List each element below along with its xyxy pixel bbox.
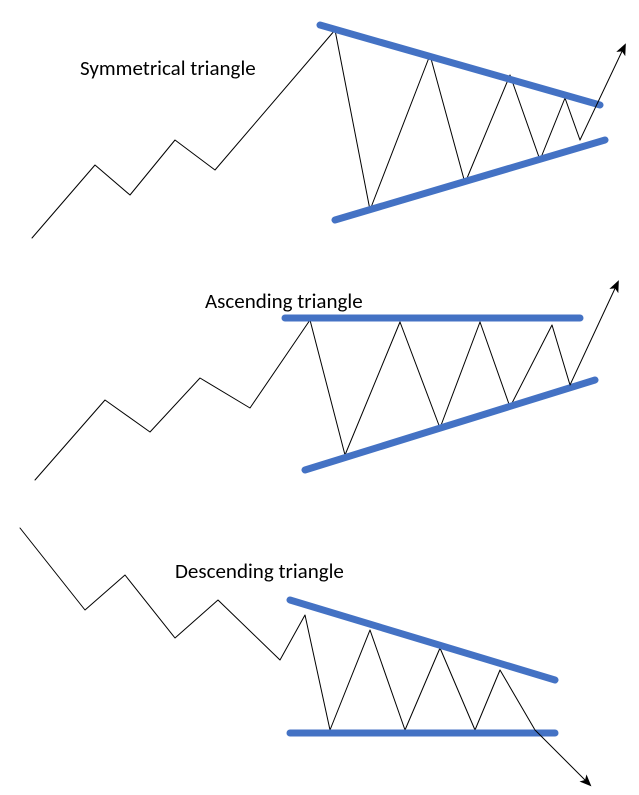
symmetrical-triangle-label: Symmetrical triangle xyxy=(80,55,256,81)
symmetrical-trendline-0 xyxy=(320,25,600,105)
ascending-triangle-label: Ascending triangle xyxy=(205,288,363,314)
symmetrical-trendline-1 xyxy=(335,140,605,220)
ascending-breakout-arrow xyxy=(570,282,618,385)
descending-triangle-label: Descending triangle xyxy=(175,558,344,584)
symmetrical-breakout-arrow xyxy=(580,45,625,140)
descending-breakout-arrow xyxy=(535,730,590,785)
diagram-canvas xyxy=(0,0,639,795)
ascending-price-line xyxy=(35,320,570,480)
descending-trendline-0 xyxy=(290,600,555,680)
ascending-trendline-1 xyxy=(305,380,595,470)
